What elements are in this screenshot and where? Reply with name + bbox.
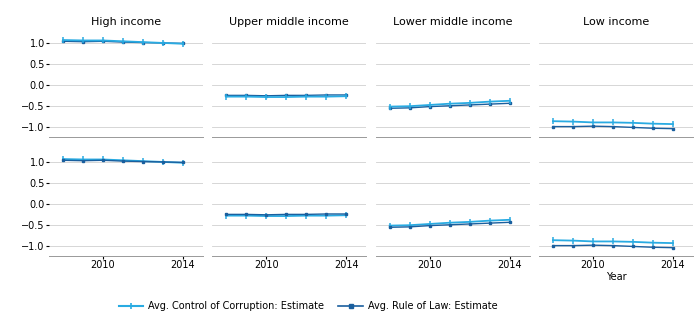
Legend: Avg. Control of Corruption: Estimate, Avg. Rule of Law: Estimate: Avg. Control of Corruption: Estimate, Av… [115, 297, 501, 315]
Title: Low income: Low income [583, 17, 649, 27]
X-axis label: Year: Year [606, 272, 626, 282]
Title: Lower middle income: Lower middle income [393, 17, 512, 27]
Title: High income: High income [91, 17, 161, 27]
Title: Upper middle income: Upper middle income [230, 17, 349, 27]
